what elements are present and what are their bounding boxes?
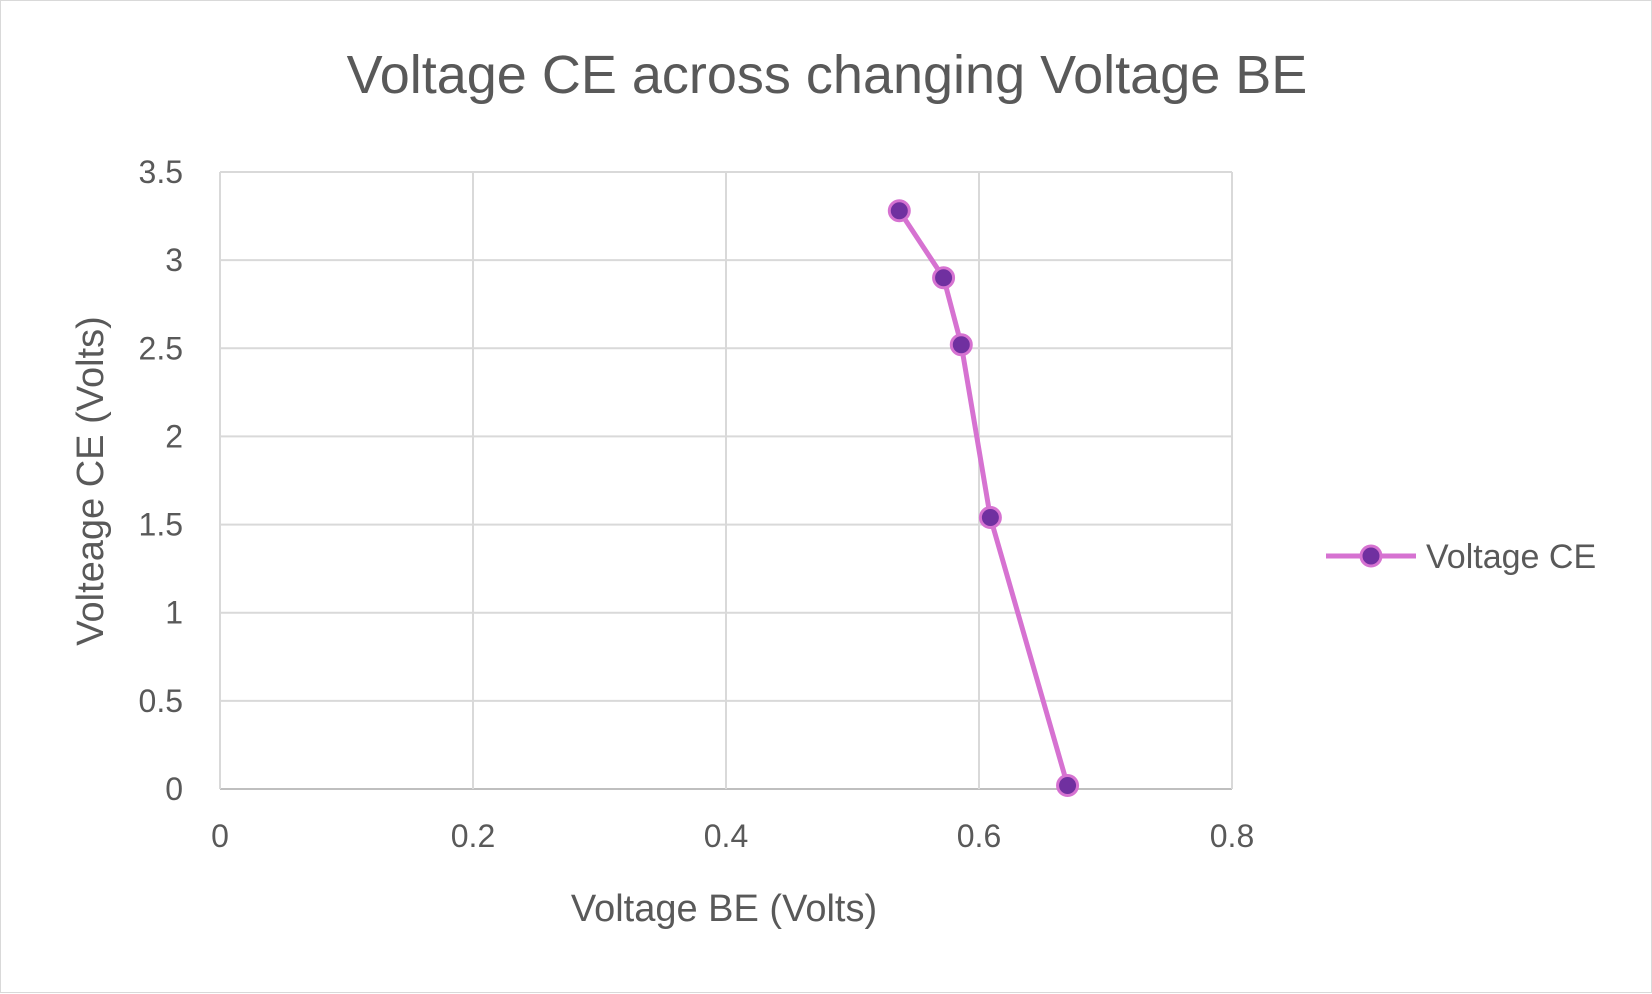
- y-tick-label: 2.5: [139, 330, 183, 366]
- series-line: [897, 209, 1070, 787]
- x-tick-label: 0: [211, 818, 229, 854]
- y-tick-label: 3.5: [139, 154, 183, 190]
- y-axis-title: Volteage CE (Volts): [70, 316, 112, 646]
- legend-label: Voltage CE: [1426, 538, 1596, 576]
- y-tick-label: 1: [165, 595, 183, 631]
- series-voltage-ce: [887, 199, 1080, 797]
- y-tick-label: 3: [165, 242, 183, 278]
- x-tick-label: 0.8: [1210, 818, 1254, 854]
- data-point-2: [949, 333, 973, 357]
- data-point-1: [932, 266, 956, 290]
- x-tick-label: 0.6: [957, 818, 1001, 854]
- data-point-3: [978, 506, 1002, 530]
- legend: Voltage CE: [1326, 538, 1596, 576]
- legend-marker: [1359, 544, 1383, 568]
- chart-title: Voltage CE across changing Voltage BE: [347, 45, 1308, 105]
- x-tick-label: 0.2: [451, 818, 495, 854]
- x-tick-label: 0.4: [704, 818, 748, 854]
- y-tick-label: 0.5: [139, 683, 183, 719]
- y-tick-label: 0: [165, 771, 183, 807]
- data-point-4: [1056, 773, 1080, 797]
- x-axis-title: Voltage BE (Volts): [571, 888, 877, 930]
- grid-lines: [219, 171, 1233, 790]
- y-tick-label: 1.5: [139, 507, 183, 543]
- tick-labels: 0 0.5 1 1.5 2 2.5 3 3.5 0 0.2 0.4 0.6 0.8: [139, 154, 1255, 854]
- y-tick-label: 2: [165, 418, 183, 454]
- data-point-0: [887, 199, 911, 223]
